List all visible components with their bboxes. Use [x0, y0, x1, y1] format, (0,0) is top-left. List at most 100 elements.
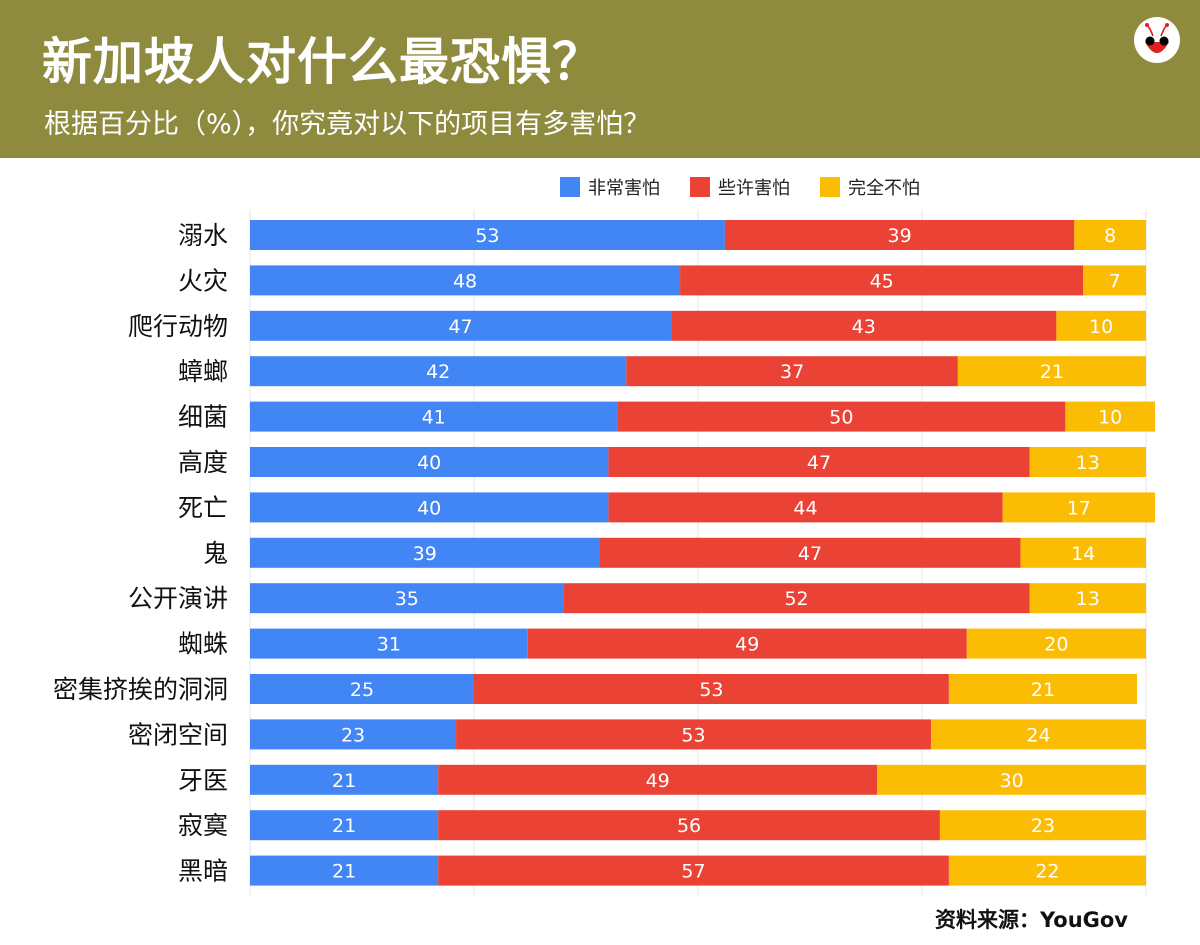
bar-segment — [438, 855, 949, 886]
bar-segment — [438, 810, 940, 841]
data-label: 53 — [699, 679, 723, 701]
data-label: 13 — [1076, 588, 1100, 610]
bar-segment — [966, 628, 1146, 659]
bar-segment — [250, 674, 474, 704]
data-label: 21 — [332, 815, 356, 837]
bar-segment — [527, 628, 967, 659]
data-label: 31 — [377, 634, 401, 656]
bar-segment — [250, 719, 457, 750]
bar-segment — [599, 537, 1021, 568]
legend-item-not: 完全不怕 — [820, 174, 920, 200]
bar-segment — [250, 492, 609, 523]
bar-segment — [617, 401, 1066, 432]
bar-segment — [250, 583, 564, 614]
source-note: 资料来源：YouGov — [934, 908, 1128, 932]
data-label: 20 — [1044, 634, 1068, 656]
ant-logo-icon — [1134, 17, 1180, 63]
data-label: 50 — [829, 407, 853, 429]
category-label: 黑暗 — [178, 857, 228, 886]
bar-segment — [250, 447, 609, 477]
bar-segment — [877, 764, 1146, 795]
data-label: 17 — [1067, 497, 1091, 519]
bar-segment — [1020, 537, 1146, 568]
data-label: 39 — [413, 543, 437, 565]
data-label: 10 — [1098, 407, 1122, 429]
bar-segment — [250, 310, 672, 341]
data-label: 39 — [888, 225, 912, 247]
legend-label: 完全不怕 — [848, 178, 920, 199]
bar-segment — [438, 764, 878, 795]
bar-segment — [608, 492, 1003, 523]
data-label: 49 — [735, 634, 759, 656]
data-label: 22 — [1035, 861, 1059, 883]
data-label: 21 — [1040, 361, 1064, 383]
bar-segment — [671, 310, 1057, 341]
data-label: 57 — [681, 861, 705, 883]
category-label: 公开演讲 — [128, 584, 228, 613]
data-label: 21 — [1031, 679, 1055, 701]
bar-segment — [939, 810, 1146, 841]
data-label: 44 — [793, 497, 817, 519]
chart-subtitle: 根据百分比（%），你究竟对以下的项目有多害怕？ — [44, 109, 651, 140]
category-label: 蜘蛛 — [178, 630, 228, 659]
bar-segment — [626, 356, 958, 387]
data-label: 53 — [475, 225, 499, 247]
bar-segment — [948, 674, 1138, 704]
legend-swatch — [690, 177, 710, 197]
data-label: 21 — [332, 861, 356, 883]
data-label: 30 — [1000, 770, 1024, 792]
category-label: 寂寞 — [178, 811, 228, 840]
data-label: 42 — [426, 361, 450, 383]
bar-segment — [1065, 401, 1155, 432]
bar-segment — [250, 356, 627, 387]
data-label: 43 — [852, 316, 876, 338]
legend-label: 非常害怕 — [588, 178, 660, 199]
category-label: 爬行动物 — [128, 312, 228, 341]
category-label: 鬼 — [203, 539, 228, 568]
category-label: 火灾 — [178, 266, 228, 295]
data-label: 23 — [1031, 815, 1055, 837]
data-label: 14 — [1071, 543, 1095, 565]
data-label: 10 — [1089, 316, 1113, 338]
bar-segment — [724, 220, 1075, 250]
bar-segment — [250, 628, 528, 659]
data-label: 47 — [798, 543, 822, 565]
bar-segment — [1029, 447, 1146, 477]
bar-segment — [948, 855, 1146, 886]
bar-segment — [930, 719, 1146, 750]
bar-segment — [563, 583, 1030, 614]
legend-item-very: 非常害怕 — [560, 174, 660, 200]
chart-title: 新加坡人对什么最恐惧？ — [42, 33, 603, 91]
data-label: 24 — [1026, 724, 1050, 746]
legend-label: 些许害怕 — [718, 178, 790, 199]
data-label: 47 — [807, 452, 831, 474]
legend-swatch — [560, 177, 580, 197]
data-label: 53 — [681, 724, 705, 746]
data-label: 7 — [1109, 270, 1121, 292]
category-label: 密闭空间 — [128, 720, 228, 749]
category-label: 密集挤挨的洞洞 — [53, 675, 228, 704]
header-banner: 新加坡人对什么最恐惧？ 根据百分比（%），你究竟对以下的项目有多害怕？ — [0, 0, 1200, 158]
data-label: 40 — [417, 452, 441, 474]
data-label: 49 — [646, 770, 670, 792]
data-label: 45 — [870, 270, 894, 292]
data-label: 21 — [332, 770, 356, 792]
bar-segment — [250, 265, 681, 296]
category-label: 牙医 — [178, 766, 228, 795]
bar-segment — [1074, 220, 1146, 250]
bar-segment — [1002, 492, 1155, 523]
bar-segment — [1083, 265, 1146, 296]
bar-segment — [474, 674, 949, 704]
bar-segment — [456, 719, 931, 750]
data-label: 52 — [784, 588, 808, 610]
data-label: 56 — [677, 815, 701, 837]
bar-segment — [250, 220, 725, 250]
bar-segment — [1029, 583, 1146, 614]
bar-segment — [250, 855, 439, 886]
bar-segment — [608, 447, 1030, 477]
data-label: 47 — [448, 316, 472, 338]
data-label: 23 — [341, 724, 365, 746]
data-label: 25 — [350, 679, 374, 701]
bar-segment — [250, 764, 439, 795]
